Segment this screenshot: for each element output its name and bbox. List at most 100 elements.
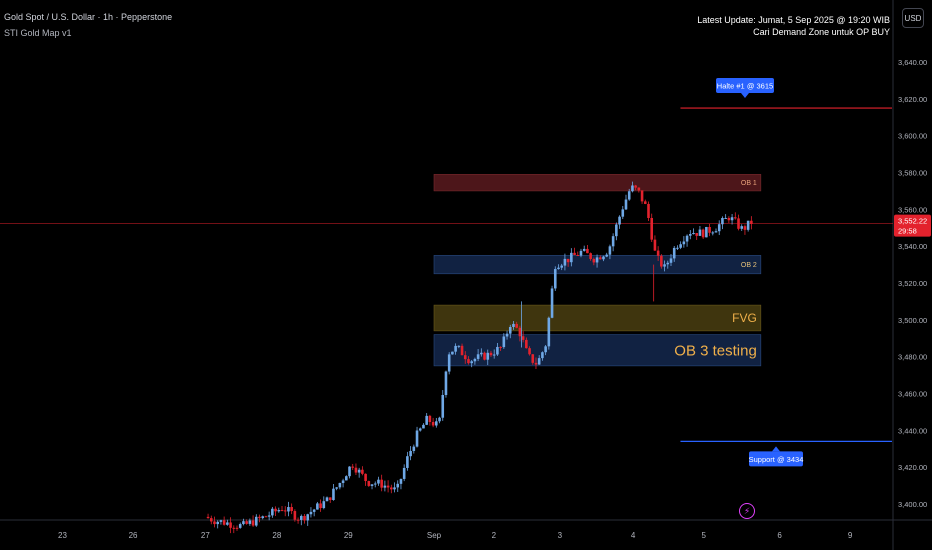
candle-body (512, 323, 515, 327)
candle-body (380, 479, 383, 488)
candle-body (306, 514, 310, 521)
candle-body (643, 201, 647, 204)
candle-body (480, 352, 483, 355)
candle-body (431, 422, 435, 426)
candle-body (631, 185, 634, 192)
callout-pointer-2 (772, 446, 780, 452)
indicator-title: STI Gold Map v1 (4, 28, 72, 38)
candle-body (361, 469, 364, 474)
candle-body (402, 467, 406, 479)
level-callout-text-1: Halte #1 @ 3615 (717, 82, 773, 91)
candle-body (733, 217, 737, 219)
y-tick-label: 3,500.00 (898, 316, 927, 325)
candle-body (576, 254, 580, 256)
candle-body (213, 521, 216, 525)
candle-body (441, 394, 445, 418)
candle-body (338, 482, 342, 488)
lightning-icon[interactable]: ⚡ (739, 503, 755, 519)
candle-body (467, 359, 470, 364)
candle-body (261, 516, 265, 519)
level-callout-text-2: Support @ 3434 (749, 455, 804, 464)
candle-body (248, 520, 252, 524)
candle-body (229, 522, 232, 528)
candle-body (592, 258, 596, 263)
y-tick-label: 3,440.00 (898, 426, 927, 435)
candle-body (322, 501, 326, 509)
price-badge-countdown: 29:58 (898, 227, 917, 236)
x-tick-label: 3 (558, 531, 563, 540)
candle-body (258, 516, 261, 519)
candle-body (364, 473, 367, 482)
candle-body (271, 508, 274, 516)
candle-body (621, 209, 625, 217)
candle-body (425, 415, 428, 425)
candle-body (669, 258, 673, 263)
candle-body (508, 326, 512, 334)
candle-body (299, 515, 303, 520)
candle-body (743, 226, 747, 230)
candle-body (335, 487, 338, 489)
candle-body (711, 232, 715, 234)
y-tick-label: 3,540.00 (898, 242, 927, 251)
zone-3 (433, 304, 762, 332)
candle-body (566, 258, 570, 263)
candle-body (695, 233, 699, 236)
candle-body (717, 224, 721, 232)
candle-body (412, 446, 416, 451)
candle-body (209, 518, 213, 522)
candle-body (660, 255, 663, 267)
candle-body (274, 508, 277, 512)
candle-body (457, 345, 461, 347)
x-tick-label: 28 (272, 531, 281, 540)
candle-body (435, 421, 438, 426)
candle-body (345, 476, 348, 481)
candle-body (447, 354, 451, 372)
candle-body (499, 346, 502, 348)
candle-body (370, 484, 374, 486)
candle-body (399, 478, 403, 484)
candle-body (316, 503, 319, 510)
candle-body (737, 218, 740, 229)
candle-body (553, 269, 557, 289)
currency-button[interactable]: USD (902, 8, 924, 28)
candle-body (505, 333, 509, 337)
candle-body (377, 479, 380, 484)
candle-body (386, 485, 390, 488)
zone-1 (433, 174, 762, 192)
candle-body (676, 247, 679, 249)
y-tick-label: 3,460.00 (898, 390, 927, 399)
candle-body (280, 510, 284, 512)
candle-body (476, 354, 480, 359)
candle-body (528, 348, 531, 355)
zone-label-3: FVG (732, 311, 757, 325)
candle-body (238, 524, 242, 528)
candle-body (393, 487, 396, 490)
candle-body (219, 520, 223, 522)
candle-body (570, 252, 573, 263)
candle-body (615, 224, 618, 237)
candle-body (521, 336, 525, 340)
demand-zone-note: Cari Demand Zone untuk OP BUY (753, 27, 890, 37)
candle-body (454, 345, 457, 352)
candle-body (354, 467, 358, 473)
candle-body (341, 480, 345, 483)
candle-body (502, 336, 506, 348)
candle-body (653, 239, 657, 251)
x-tick-label: Sep (427, 531, 442, 540)
candle-body (688, 234, 692, 236)
candle-body (708, 226, 711, 233)
candle-body (383, 485, 387, 488)
x-tick-label: 6 (777, 531, 782, 540)
candle-body (312, 509, 316, 512)
candle-body (602, 256, 605, 260)
x-tick-label: 4 (631, 531, 636, 540)
candle-body (406, 456, 409, 468)
candle-body (730, 217, 734, 221)
candle-body (245, 521, 248, 524)
candle-body (531, 354, 535, 363)
candle-body (460, 345, 464, 356)
candle-body (473, 358, 477, 362)
candle-body (463, 355, 467, 360)
candle-body (251, 520, 255, 526)
